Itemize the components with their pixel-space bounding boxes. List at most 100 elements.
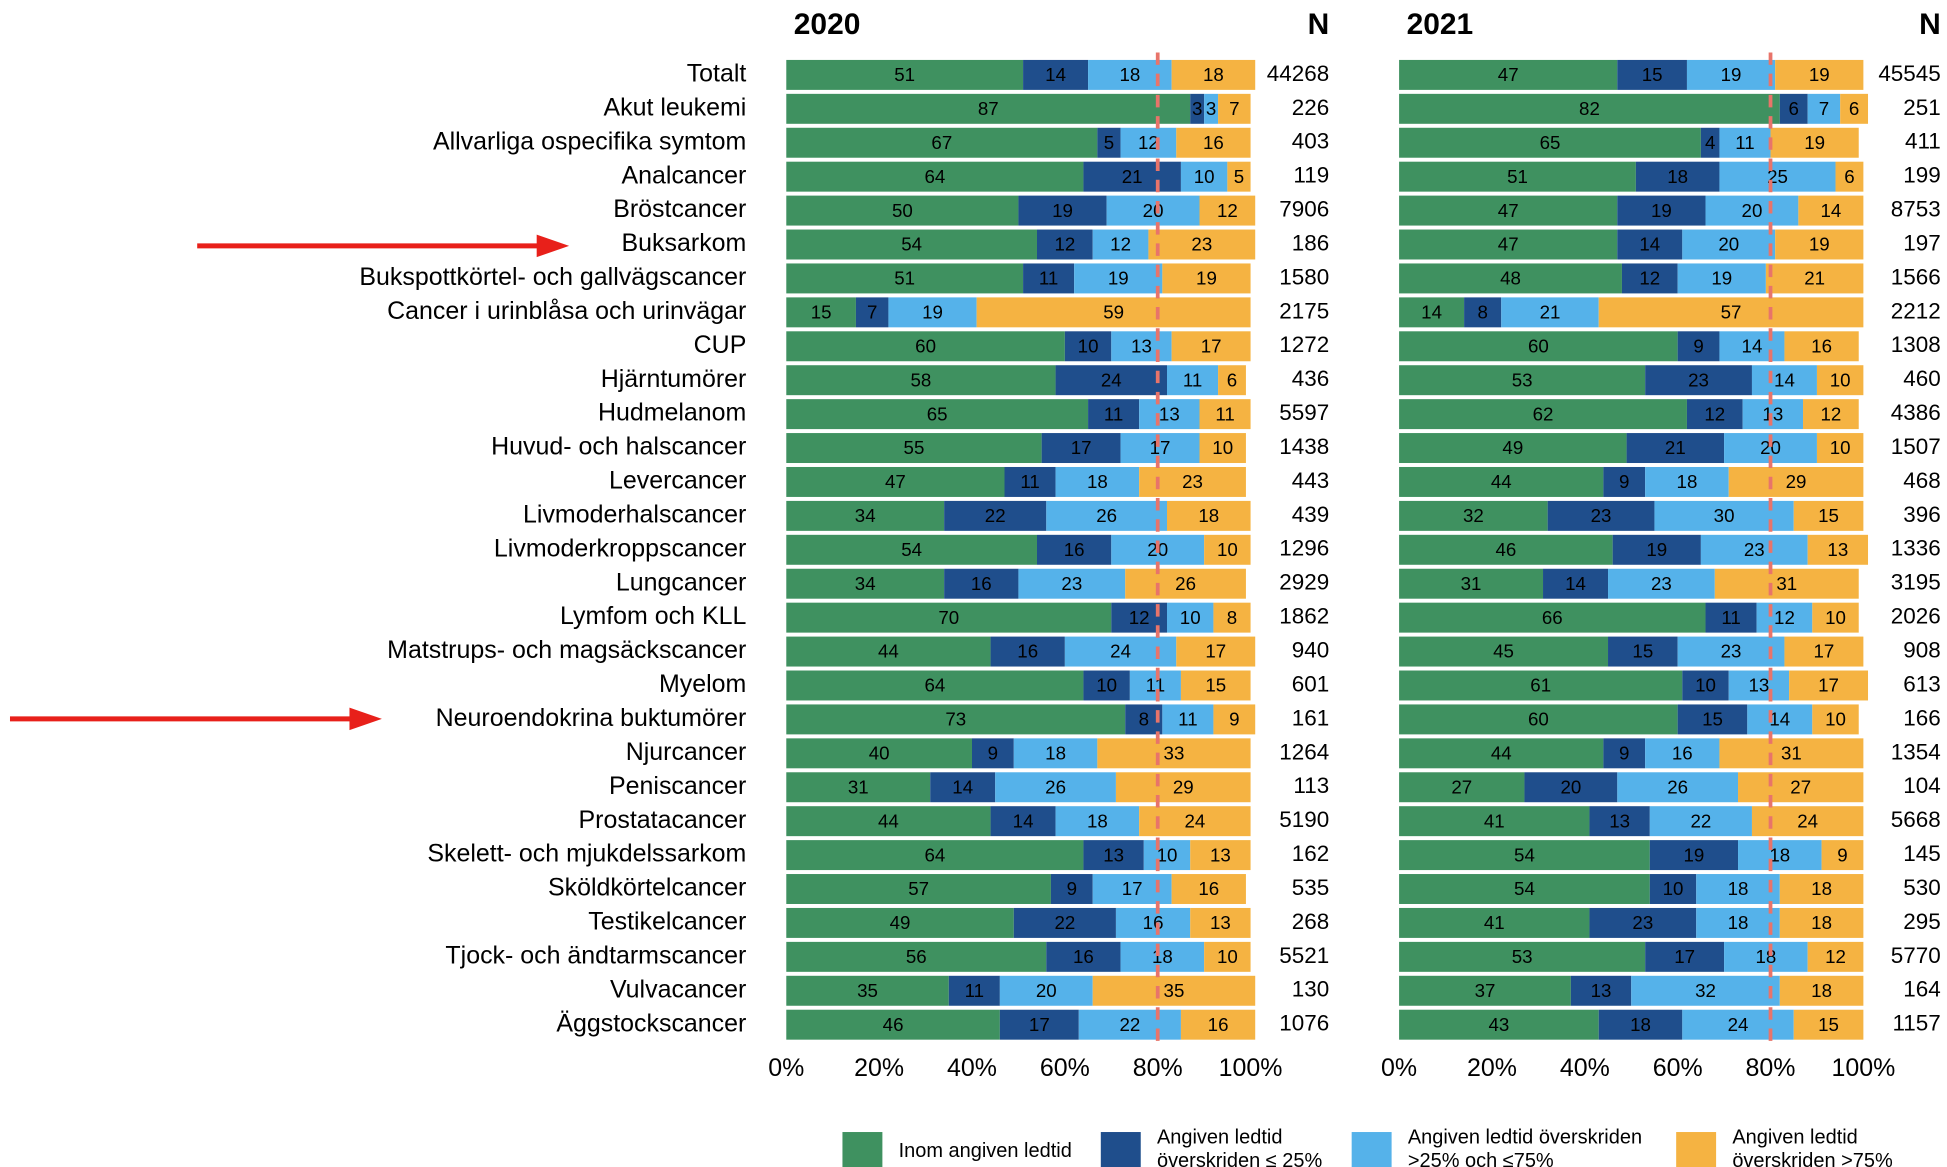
n-value: 601 [1292, 671, 1329, 696]
bar-segment [786, 331, 1065, 362]
data-label: 19 [1711, 268, 1732, 289]
n-value: 4386 [1891, 400, 1941, 425]
data-label: 18 [1119, 64, 1140, 85]
n-value: 145 [1903, 841, 1940, 866]
bar-segment [1756, 602, 1813, 633]
category-label: Buksarkom [622, 229, 747, 257]
bar-segment [1190, 840, 1251, 871]
bar-segment [1399, 466, 1604, 497]
data-label: 15 [1818, 1014, 1839, 1035]
bar-segment [786, 907, 1014, 938]
data-label: 61 [1530, 675, 1551, 696]
data-label: 10 [1825, 607, 1846, 628]
n-value: 1272 [1279, 332, 1329, 357]
bar-segment [1055, 365, 1168, 396]
n-value: 186 [1292, 230, 1329, 255]
data-label: 8 [1477, 302, 1487, 323]
data-label: 7 [1819, 98, 1829, 119]
x-tick-label: 20% [1467, 1054, 1517, 1082]
bar-segment [1041, 433, 1121, 464]
data-label: 8 [1227, 607, 1237, 628]
bar-segment [786, 738, 973, 769]
data-label: 11 [1104, 403, 1123, 424]
category-label: Peniscancer [609, 772, 746, 800]
data-label: 73 [945, 709, 966, 730]
data-label: 41 [1484, 912, 1505, 933]
bar-segment [1779, 907, 1864, 938]
data-label: 26 [1096, 505, 1117, 526]
legend-entry: Angiven ledtid överskriden >25% och ≤75% [1408, 1127, 1642, 1167]
data-label: 65 [927, 403, 948, 424]
bar-segment [1092, 229, 1149, 260]
category-label: Hudmelanom [598, 399, 746, 427]
data-label: 44 [878, 641, 899, 662]
data-label: 20 [1560, 776, 1581, 797]
bar-segment [1621, 263, 1678, 294]
data-label: 15 [1818, 505, 1839, 526]
data-label: 18 [1769, 844, 1790, 865]
data-label: 22 [985, 505, 1006, 526]
data-label: 18 [1667, 166, 1688, 187]
legend-entry: Angiven ledtid överskriden >75% [1732, 1127, 1892, 1167]
n-value: 535 [1292, 875, 1329, 900]
data-label: 24 [1797, 810, 1818, 831]
data-label: 14 [1045, 64, 1066, 85]
bar-segment [1037, 534, 1112, 565]
bar-segment [1162, 704, 1214, 735]
category-label: Prostatacancer [579, 806, 747, 834]
bar-segment [1603, 738, 1646, 769]
legend-entry: Inom angiven ledtid [899, 1141, 1072, 1162]
data-label: 11 [1721, 607, 1740, 628]
x-tick-label: 0% [1381, 1054, 1417, 1082]
bar-segment [1013, 907, 1116, 938]
data-label: 33 [1164, 743, 1185, 764]
data-label: 14 [1421, 302, 1442, 323]
n-value: 940 [1292, 638, 1329, 663]
n-value: 1354 [1891, 739, 1941, 764]
bar-segment [1807, 93, 1841, 124]
category-label: Totalt [687, 60, 747, 88]
data-label: 15 [1632, 641, 1653, 662]
n-value: 411 [1905, 129, 1941, 154]
data-label: 16 [1811, 335, 1832, 356]
bar-segment [1719, 127, 1771, 158]
bar-segment [1399, 806, 1590, 837]
n-value: 468 [1903, 468, 1940, 493]
data-label: 10 [1217, 946, 1238, 967]
bar-segment [1180, 1009, 1256, 1040]
data-label: 13 [1591, 980, 1612, 1001]
bar-segment [1097, 127, 1121, 158]
bar-segment [786, 365, 1056, 396]
data-label: 13 [1827, 539, 1848, 560]
data-label: 37 [1475, 980, 1496, 1001]
data-label: 56 [906, 946, 927, 967]
bar-segment [1705, 602, 1757, 633]
bar-segment [1013, 738, 1098, 769]
data-label: 13 [1210, 844, 1231, 865]
category-label: Njurcancer [626, 738, 747, 766]
bar-segment [990, 806, 1056, 837]
bar-segment [1180, 161, 1228, 192]
data-label: 7 [1229, 98, 1239, 119]
data-label: 53 [1512, 946, 1533, 967]
category-label: Akut leukemi [603, 93, 746, 121]
data-label: 18 [1755, 946, 1776, 967]
data-label: 24 [1184, 810, 1205, 831]
bar-segment [1199, 399, 1251, 430]
n-value: 162 [1292, 841, 1329, 866]
bar-segment [1171, 59, 1256, 90]
bar-segment [1635, 161, 1720, 192]
bar-segment [1190, 907, 1251, 938]
bar-segment [1547, 500, 1655, 531]
bar-segment [1803, 399, 1859, 430]
bar-segment [1111, 331, 1172, 362]
bar-segment [1125, 568, 1246, 599]
bar-segment [786, 568, 945, 599]
data-label: 27 [1790, 776, 1811, 797]
bar-segment [1199, 433, 1246, 464]
bar-segment [1608, 568, 1715, 599]
data-label: 32 [1463, 505, 1484, 526]
data-label: 18 [1811, 980, 1832, 1001]
data-label: 11 [1039, 268, 1058, 289]
bar-segment [990, 636, 1065, 667]
